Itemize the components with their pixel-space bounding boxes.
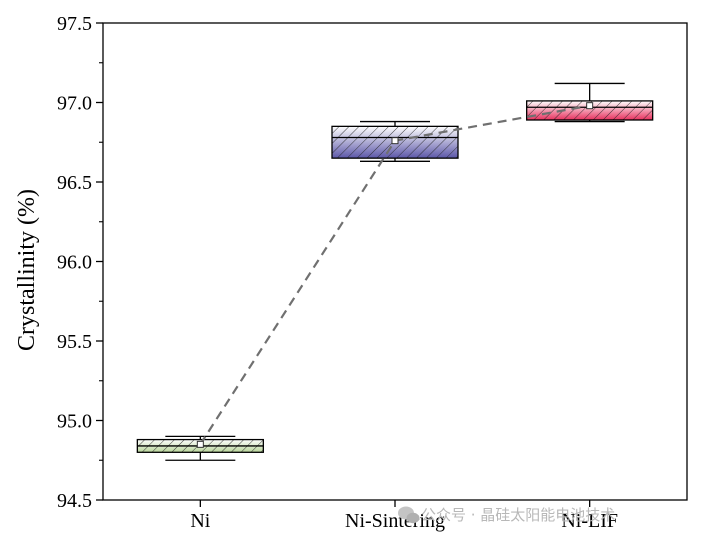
x-tick-label: Ni-LIF	[561, 510, 618, 532]
y-tick-label: 96.0	[57, 252, 92, 274]
y-axis-title: Crystallinity (%)	[14, 189, 40, 351]
box-outline	[526, 100, 654, 121]
y-tick-label: 94.5	[57, 490, 92, 512]
watermark-text: 公众号 · 晶硅太阳能电池技术	[421, 506, 615, 524]
y-axis: 94.5 95.0 95.5 96.0 96.5 97.0 97.5	[57, 13, 103, 512]
plot-area	[102, 22, 688, 501]
y-tick-label: 97.5	[57, 13, 92, 35]
wechat-icon	[398, 506, 420, 524]
plot-frame	[102, 22, 688, 501]
x-tick-label: Ni	[190, 510, 210, 532]
mean-marker	[391, 137, 399, 145]
mean-marker	[196, 440, 204, 448]
y-tick-label: 96.5	[57, 172, 92, 194]
watermark: 公众号 · 晶硅太阳能电池技术	[398, 506, 615, 524]
boxes	[136, 82, 654, 461]
y-tick-label: 95.5	[57, 331, 92, 353]
box-hatch	[526, 100, 653, 120]
x-tick-label: Ni-Sintering	[345, 510, 445, 532]
mean-marker	[586, 102, 594, 110]
box-outline	[331, 125, 459, 159]
box-ni	[136, 435, 264, 461]
box-ni-lif	[526, 82, 654, 123]
y-tick-label: 97.0	[57, 93, 92, 115]
y-tick-label: 95.0	[57, 411, 92, 433]
x-axis: Ni Ni-Sintering Ni-LIF	[190, 500, 618, 532]
